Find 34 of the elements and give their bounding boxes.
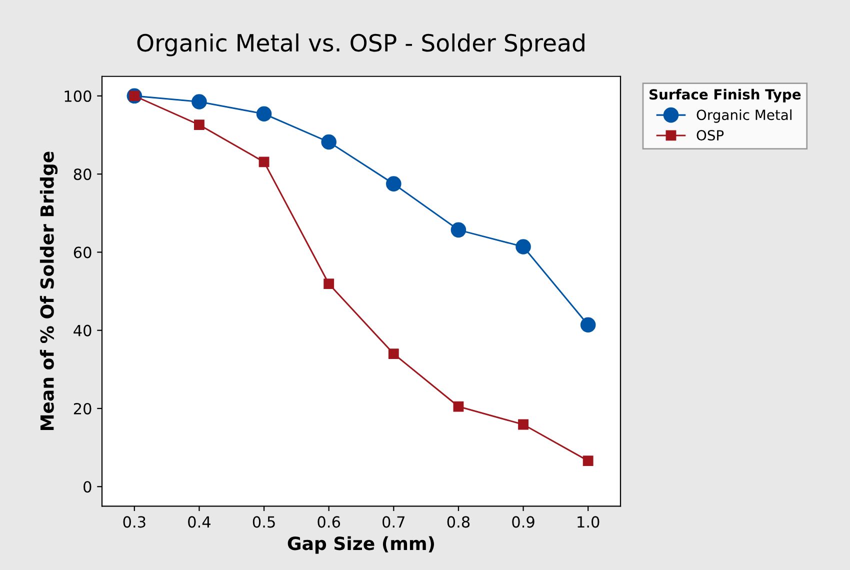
point	[386, 176, 402, 192]
point	[258, 156, 270, 168]
point	[388, 348, 399, 359]
x-tick-label: 1.0	[578, 516, 600, 528]
x-tick-label: 0.6	[318, 516, 340, 528]
y-tick-label: 80	[74, 168, 92, 180]
x-tick-label: 0.4	[188, 516, 211, 528]
y-tick-label: 60	[74, 246, 92, 258]
point	[256, 106, 272, 122]
point	[516, 239, 531, 254]
point	[321, 134, 336, 150]
x-tick-label: 0.8	[447, 516, 470, 528]
point	[450, 222, 466, 238]
y-tick-label: 0	[84, 481, 92, 493]
y-tick-label: 20	[74, 402, 92, 415]
y-axis-title: Mean of % Of Solder Bridge	[40, 152, 58, 430]
legend-title: Surface Finish Type	[650, 88, 801, 102]
point	[453, 401, 464, 412]
point	[194, 120, 204, 130]
legend-label: Organic Metal	[696, 109, 792, 123]
x-tick-label: 0.9	[512, 516, 534, 528]
point	[518, 419, 528, 430]
y-tick-label: 100	[64, 90, 92, 102]
point	[192, 94, 207, 110]
x-tick-label: 0.5	[252, 516, 275, 528]
x-tick-label: 0.3	[123, 516, 146, 528]
legend-label: OSP	[696, 130, 724, 141]
x-axis-title: Gap Size (mm)	[288, 536, 434, 554]
point	[324, 278, 334, 290]
chart-title: Organic Metal vs. OSP - Solder Spread	[137, 33, 584, 56]
point	[582, 456, 594, 466]
point	[580, 317, 596, 333]
x-tick-label: 0.7	[382, 516, 404, 528]
y-tick-label: 40	[74, 324, 92, 336]
